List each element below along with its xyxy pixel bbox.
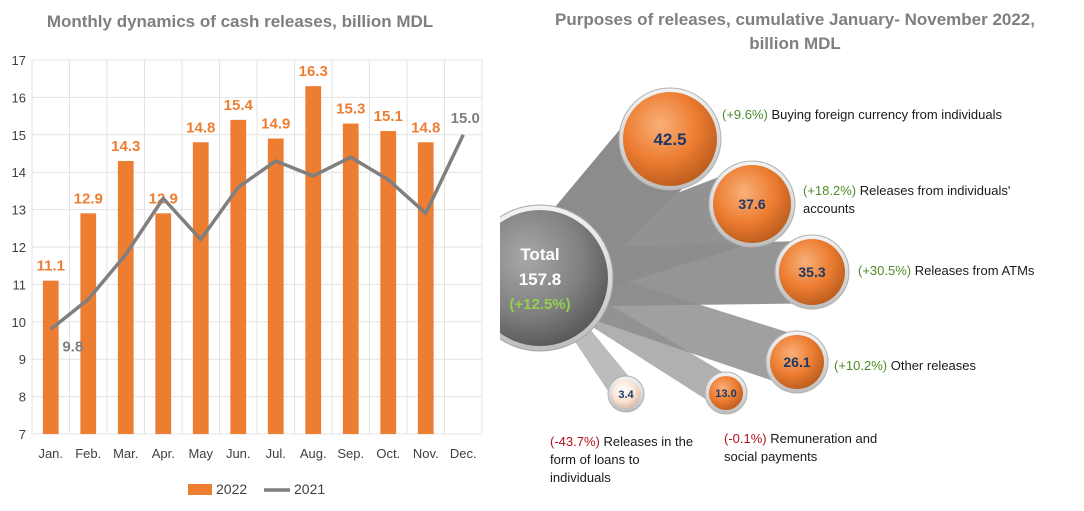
change-remuneration: (-0.1%)	[724, 431, 767, 446]
bar-2022	[80, 213, 97, 434]
bubble-value-label: 26.1	[783, 354, 810, 370]
bar-2022	[230, 119, 247, 434]
label-loans: Releases in the form of loans to individ…	[550, 434, 694, 485]
x-tick-label: Oct.	[376, 446, 400, 461]
x-tick-label: Jan.	[38, 446, 63, 461]
bubble-circle	[623, 92, 717, 186]
y-tick-label: 13	[12, 203, 26, 218]
bar-2022	[417, 142, 434, 434]
y-tick-label: 16	[12, 90, 26, 105]
total-value: 157.8	[519, 270, 562, 289]
y-tick-label: 9	[19, 352, 26, 367]
bubble-item: 42.5	[618, 87, 722, 191]
gridlines	[31, 59, 483, 435]
y-tick-label: 14	[12, 165, 26, 180]
label-buying-foreign-currency: Buying foreign currency from individuals	[771, 107, 1003, 122]
bubble-value-label: 42.5	[653, 130, 686, 149]
line-data-label: 9.8	[62, 338, 83, 355]
label-other-releases: Other releases	[890, 358, 977, 373]
bubble-value-label: 3.4	[618, 389, 634, 401]
bubble-circle	[709, 376, 743, 410]
x-tick-label: Sep.	[337, 446, 364, 461]
bar-2022	[192, 142, 209, 434]
bar-data-label: 14.8	[186, 119, 215, 136]
callout-atms: (+30.5%) Releases from ATMs	[858, 262, 1068, 280]
total-bubble: Total 157.8 (+12.5%)	[500, 204, 614, 352]
change-other-releases: (+10.2%)	[834, 358, 888, 373]
callout-remuneration: (-0.1%) Remuneration and social payments	[724, 430, 894, 466]
callout-loans: (-43.7%) Releases in the form of loans t…	[550, 433, 700, 487]
bar-2022	[305, 86, 322, 435]
bubble-value-label: 35.3	[798, 264, 825, 280]
change-buying-foreign-currency: (+9.6%)	[722, 107, 768, 122]
bubble-item: 35.3	[774, 234, 850, 310]
bar-2022	[267, 138, 284, 435]
label-individuals-accounts: Releases from individuals' accounts	[803, 183, 1011, 216]
bubble-value-label: 37.6	[738, 196, 765, 212]
bar-data-label: 12.9	[74, 190, 103, 207]
total-label: Total	[520, 245, 559, 264]
legend-label-2021: 2021	[294, 481, 325, 497]
legend: 2022 2021	[188, 481, 325, 497]
x-tick-label: Feb.	[75, 446, 101, 461]
monthly-cash-releases-chart: 7 8 9 10 11 12 13 14 15 16 17 Jan. Feb. Mar. Apr. May Ju…	[12, 53, 483, 497]
label-atms: Releases from ATMs	[914, 263, 1035, 278]
bar-data-label: 15.4	[224, 97, 254, 114]
bubble-item: 13.0	[704, 371, 748, 415]
y-tick-label: 12	[12, 240, 26, 255]
change-atms: (+30.5%)	[858, 263, 912, 278]
callout-buying-foreign-currency: (+9.6%) Buying foreign currency from ind…	[722, 106, 1042, 124]
x-tick-label: Apr.	[152, 446, 175, 461]
bubble-item: 26.1	[765, 330, 829, 394]
x-tick-label: Dec.	[450, 446, 477, 461]
bubble-value-label: 13.0	[715, 388, 736, 400]
y-tick-label: 15	[12, 128, 26, 143]
bubble-item: 37.6	[708, 160, 796, 248]
bubble-chart-title: Purposes of releases, cumulative January…	[554, 10, 1035, 53]
total-change: (+12.5%)	[509, 296, 570, 313]
bar-data-label: 15.3	[336, 101, 365, 118]
bubble-circle	[770, 335, 824, 389]
bar-data-label: 14.8	[411, 119, 440, 136]
bar-data-label: 14.9	[261, 116, 290, 133]
bar-data-label: 16.3	[299, 63, 328, 80]
bar-chart-title: Monthly dynamics of cash releases, billi…	[46, 12, 434, 31]
bar-2022	[42, 280, 59, 434]
bubble-circle	[713, 165, 791, 243]
bubble-circle	[779, 239, 845, 305]
change-individuals-accounts: (+18.2%)	[803, 183, 857, 198]
x-tick-label: Jun.	[226, 446, 251, 461]
y-tick-label: 8	[19, 390, 26, 405]
bar-data-label: 15.1	[374, 108, 403, 125]
line-data-label: 15.0	[451, 110, 480, 127]
line-2021	[49, 134, 465, 331]
bar-data-label: 14.3	[111, 138, 140, 155]
release-purposes-bubble-chart: 42.5 37.6 35.3 26.1 13.0 3.4 Total 157.8 (+12.5%…	[500, 87, 850, 415]
y-tick-label: 10	[12, 315, 26, 330]
bar-data-label: 11.1	[37, 258, 65, 275]
callout-other-releases: (+10.2%) Other releases	[834, 357, 1054, 375]
y-tick-label: 17	[12, 53, 26, 68]
bubble-circle	[612, 380, 640, 408]
bubble-item: 3.4	[607, 375, 645, 413]
x-tick-label: Jul.	[266, 446, 286, 461]
x-tick-label: Mar.	[113, 446, 138, 461]
legend-label-2022: 2022	[216, 481, 247, 497]
bar-2022	[380, 131, 397, 434]
bar-2022	[155, 213, 172, 434]
y-tick-label: 11	[13, 277, 27, 292]
legend-swatch-2022	[188, 484, 212, 495]
x-tick-label: Aug.	[300, 446, 327, 461]
x-tick-label: Nov.	[413, 446, 439, 461]
label-remuneration: Remuneration and social payments	[724, 431, 878, 464]
y-tick-label: 7	[19, 427, 26, 442]
x-tick-label: May	[188, 446, 213, 461]
total-bubble-circle	[500, 210, 608, 346]
bar-2022	[117, 160, 134, 435]
callout-individuals-accounts: (+18.2%) Releases from individuals' acco…	[803, 182, 1043, 218]
bar-2022	[342, 123, 359, 434]
change-loans: (-43.7%)	[550, 434, 600, 449]
